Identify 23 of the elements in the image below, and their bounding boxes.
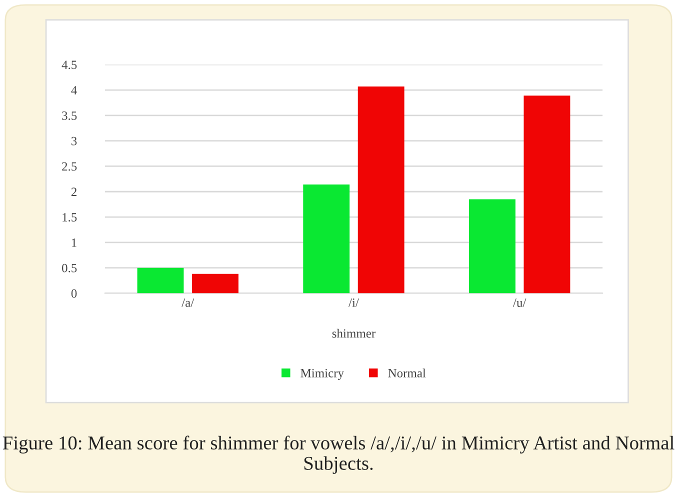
- x-tick-label: /i/: [348, 298, 359, 307]
- caption: Figure 10: Mean score for shimmer for vowels /a/,/i/,/u/ in Mimicry Artist and Normal Subjects.: [2, 436, 674, 474]
- legend-label: Normal: [388, 368, 426, 378]
- bar: [137, 268, 184, 294]
- y-tick-label: 3.5: [62, 111, 77, 120]
- y-tick-label: 1.5: [62, 213, 77, 222]
- x-axis-title: shimmer: [332, 328, 376, 338]
- x-tick-label: /a/: [182, 298, 194, 307]
- y-tick-label: 2.5: [62, 162, 77, 171]
- y-tick-label: 2: [71, 188, 76, 196]
- bar: [524, 96, 570, 294]
- bar: [358, 86, 404, 294]
- y-tick-label: 0: [71, 289, 77, 298]
- bar: [469, 199, 516, 294]
- y-tick-label: 4.5: [62, 60, 77, 70]
- y-tick-label: 3: [72, 136, 77, 146]
- bar: [303, 184, 350, 294]
- bar: [192, 274, 238, 294]
- y-tick-label: 0.5: [62, 264, 77, 272]
- y-tick-label: 1: [72, 238, 76, 247]
- y-tick-label: 4: [71, 86, 77, 94]
- x-tick-label: /u/: [513, 298, 526, 307]
- legend-label: Mimicry: [300, 368, 344, 380]
